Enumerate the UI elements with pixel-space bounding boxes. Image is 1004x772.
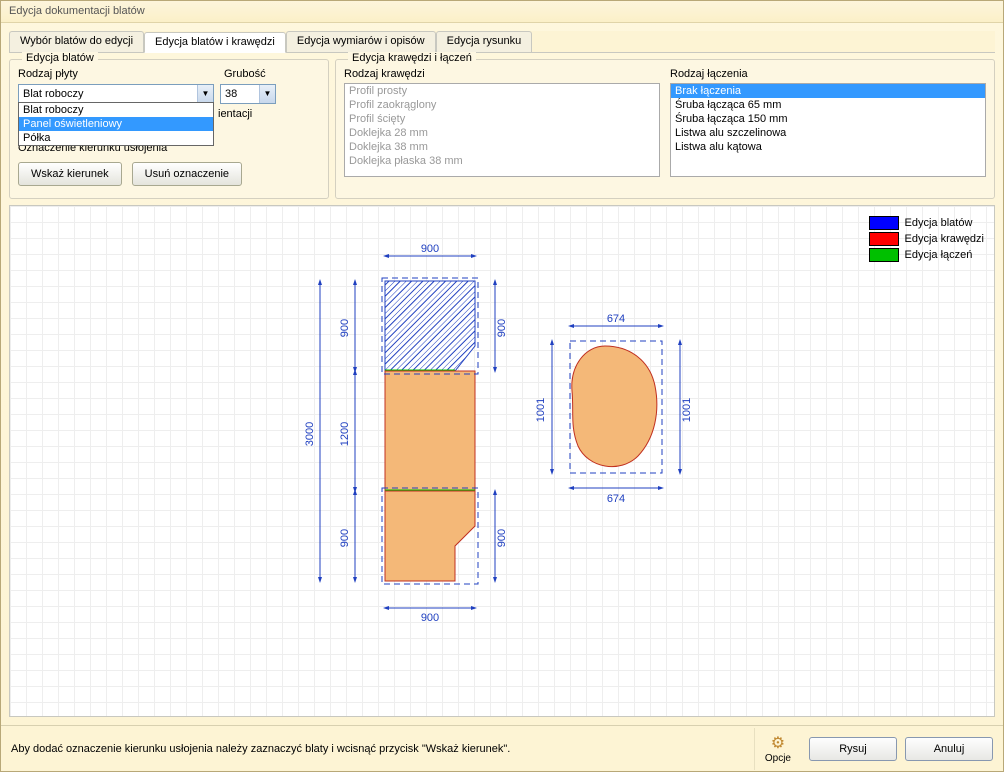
legend-label: Edycja łączeń	[905, 249, 973, 261]
list-item[interactable]: Doklejka 38 mm	[345, 140, 659, 154]
group-title-right: Edycja krawędzi i łączeń	[348, 52, 476, 64]
label-edge-type: Rodzaj krawędzi	[344, 68, 660, 80]
technical-drawing: 3000 900 1200 900 900 900 900	[290, 216, 790, 656]
svg-text:900: 900	[421, 612, 439, 624]
gear-icon: ⚙	[771, 733, 785, 753]
svg-text:900: 900	[339, 529, 351, 547]
label-thickness: Grubość	[224, 68, 266, 80]
list-edge-type[interactable]: Profil prosty Profil zaokrąglony Profil …	[344, 83, 660, 177]
btn-options[interactable]: ⚙ Opcje	[754, 728, 801, 770]
btn-draw[interactable]: Rysuj	[809, 737, 897, 761]
btn-cancel[interactable]: Anuluj	[905, 737, 993, 761]
combo-thickness-text: 38	[221, 88, 259, 100]
legend-swatch-green	[869, 248, 899, 262]
combo-board-type-text: Blat roboczy	[19, 88, 197, 100]
tab-edit-drawing[interactable]: Edycja rysunku	[436, 31, 533, 52]
legend-label: Edycja blatów	[905, 217, 973, 229]
list-item[interactable]: Profil zaokrąglony	[345, 98, 659, 112]
label-join-type: Rodzaj łączenia	[670, 68, 986, 80]
list-item-selected[interactable]: Brak łączenia	[671, 84, 985, 98]
btn-remove-marking[interactable]: Usuń oznaczenie	[132, 162, 242, 186]
svg-text:674: 674	[607, 313, 625, 325]
svg-text:900: 900	[496, 319, 508, 337]
btn-indicate-direction[interactable]: Wskaż kierunek	[18, 162, 122, 186]
svg-text:1001: 1001	[681, 398, 693, 422]
legend-swatch-blue	[869, 216, 899, 230]
dropdown-option-selected[interactable]: Panel oświetleniowy	[19, 117, 213, 131]
svg-text:674: 674	[607, 493, 625, 505]
dropdown-board-type[interactable]: Blat roboczy Panel oświetleniowy Półka	[18, 102, 214, 146]
legend: Edycja blatów Edycja krawędzi Edycja łąc…	[869, 216, 984, 264]
label-behind-dropdown: ientacji	[218, 108, 252, 120]
chevron-down-icon: ▼	[197, 85, 213, 103]
dropdown-option[interactable]: Blat roboczy	[19, 103, 213, 117]
drawing-canvas: Edycja blatów Edycja krawędzi Edycja łąc…	[9, 205, 995, 717]
list-item[interactable]: Profil prosty	[345, 84, 659, 98]
tab-edit-tops-edges[interactable]: Edycja blatów i krawędzi	[144, 32, 286, 53]
label-board-type: Rodzaj płyty	[18, 68, 218, 80]
svg-text:3000: 3000	[304, 422, 316, 446]
list-item[interactable]: Doklejka 28 mm	[345, 126, 659, 140]
btn-options-label: Opcje	[765, 753, 791, 764]
svg-text:900: 900	[339, 319, 351, 337]
list-item[interactable]: Śruba łącząca 65 mm	[671, 98, 985, 112]
combo-thickness[interactable]: 38 ▼	[220, 84, 276, 104]
list-join-type[interactable]: Brak łączenia Śruba łącząca 65 mm Śruba …	[670, 83, 986, 177]
list-item[interactable]: Profil ścięty	[345, 112, 659, 126]
svg-text:1001: 1001	[535, 398, 547, 422]
window-title: Edycja dokumentacji blatów	[1, 1, 1003, 23]
tab-edit-dimensions[interactable]: Edycja wymiarów i opisów	[286, 31, 436, 52]
svg-text:900: 900	[496, 529, 508, 547]
list-item[interactable]: Doklejka płaska 38 mm	[345, 154, 659, 168]
tab-bar: Wybór blatów do edycji Edycja blatów i k…	[9, 31, 995, 53]
dropdown-option[interactable]: Półka	[19, 131, 213, 145]
group-edit-edges: Edycja krawędzi i łączeń Rodzaj krawędzi…	[335, 59, 995, 199]
tab-select-tops[interactable]: Wybór blatów do edycji	[9, 31, 144, 52]
hint-text: Aby dodać oznaczenie kierunku usłojenia …	[11, 743, 746, 755]
legend-swatch-red	[869, 232, 899, 246]
svg-text:1200: 1200	[339, 422, 351, 446]
svg-text:900: 900	[421, 243, 439, 255]
group-edit-tops: Edycja blatów Rodzaj płyty Grubość Blat …	[9, 59, 329, 199]
bottom-bar: Aby dodać oznaczenie kierunku usłojenia …	[1, 725, 1003, 771]
list-item[interactable]: Listwa alu szczelinowa	[671, 126, 985, 140]
combo-board-type[interactable]: Blat roboczy ▼	[18, 84, 214, 104]
list-item[interactable]: Listwa alu kątowa	[671, 140, 985, 154]
legend-label: Edycja krawędzi	[905, 233, 984, 245]
chevron-down-icon: ▼	[259, 85, 275, 103]
group-title-left: Edycja blatów	[22, 52, 98, 64]
list-item[interactable]: Śruba łącząca 150 mm	[671, 112, 985, 126]
